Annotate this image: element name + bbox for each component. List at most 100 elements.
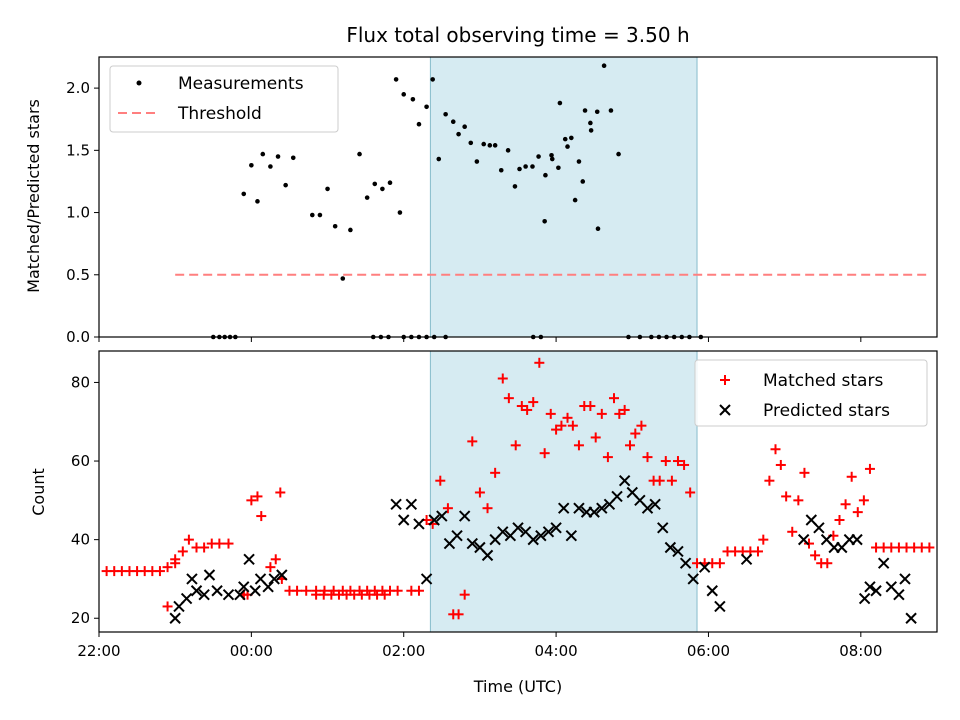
measurement-point bbox=[380, 186, 385, 192]
y-tick-label: 40 bbox=[71, 531, 90, 549]
y-tick-label: 20 bbox=[71, 609, 90, 627]
predicted-star-point bbox=[596, 502, 608, 514]
matched-star-point bbox=[482, 503, 493, 514]
matched-star-point bbox=[619, 404, 630, 415]
matched-star-point bbox=[758, 534, 769, 545]
matched-star-point bbox=[608, 393, 619, 404]
matched-star-point bbox=[714, 558, 725, 569]
x-tick-label: 04:00 bbox=[534, 642, 577, 660]
matched-star-point bbox=[183, 534, 194, 545]
matched-star-point bbox=[840, 499, 851, 510]
predicted-star-point bbox=[649, 498, 661, 510]
predicted-star-point bbox=[851, 533, 863, 546]
measurement-point bbox=[594, 109, 600, 115]
measurement-point bbox=[401, 92, 407, 97]
measurement-point bbox=[679, 334, 685, 340]
predicted-star-point bbox=[698, 561, 711, 573]
predicted-star-point bbox=[413, 518, 425, 530]
predicted-star-point bbox=[864, 581, 876, 593]
predicted-star-point bbox=[243, 553, 255, 566]
matched-star-point bbox=[551, 424, 562, 435]
predicted-star-point bbox=[558, 502, 570, 514]
matched-star-point bbox=[510, 440, 521, 451]
predicted-star-point bbox=[573, 502, 585, 514]
predicted-star-point bbox=[664, 541, 677, 554]
predicted-star-point bbox=[222, 588, 235, 601]
matched-star-point bbox=[311, 585, 322, 596]
measurement-point bbox=[370, 334, 376, 340]
observing-window-band bbox=[429, 56, 698, 338]
measurement-point bbox=[530, 334, 536, 340]
measurement-point bbox=[687, 334, 692, 340]
matched-star-point bbox=[799, 467, 810, 478]
measurement-point bbox=[474, 159, 480, 164]
predicted-star-point bbox=[905, 612, 917, 624]
matched-star-point bbox=[614, 408, 625, 419]
matched-star-point bbox=[590, 432, 601, 443]
y-tick-label: 1.5 bbox=[66, 141, 90, 159]
predicted-star-point bbox=[276, 569, 288, 581]
measurement-point bbox=[424, 104, 429, 110]
measurement-point bbox=[580, 179, 586, 184]
top-panel: 0.0 0.5 1.0 1.5 2.0 Measurements Threshold bbox=[66, 56, 938, 346]
x-tick-label: 22:00 bbox=[77, 642, 120, 660]
predicted-star-point bbox=[679, 557, 692, 569]
measurement-point bbox=[512, 184, 518, 189]
measurement-point bbox=[542, 218, 547, 224]
matched-star-point bbox=[770, 444, 781, 455]
measurement-point bbox=[588, 128, 594, 133]
measurement-point bbox=[538, 334, 544, 340]
predicted-star-point bbox=[262, 581, 274, 593]
matched-star-point bbox=[199, 542, 210, 553]
measurement-point bbox=[595, 226, 601, 232]
matched-star-point bbox=[822, 558, 833, 569]
measurement-point bbox=[410, 97, 416, 102]
measurement-point bbox=[283, 182, 288, 188]
matched-star-point bbox=[834, 514, 845, 525]
matched-star-point bbox=[516, 401, 527, 412]
matched-star-point bbox=[630, 428, 641, 439]
predicted-star-point bbox=[234, 588, 246, 601]
predicted-star-point bbox=[641, 502, 654, 514]
matched-star-point bbox=[162, 562, 173, 573]
top-y-axis-label: Matched/Predicted stars bbox=[24, 99, 43, 293]
predicted-star-point bbox=[190, 585, 203, 597]
matched-star-point bbox=[442, 503, 453, 514]
measurement-point bbox=[569, 135, 574, 141]
predicted-star-point bbox=[390, 498, 402, 510]
predicted-star-point bbox=[238, 581, 250, 593]
measurement-point bbox=[431, 334, 437, 340]
measurement-point bbox=[523, 164, 528, 169]
legend-label-measurements: Measurements bbox=[178, 74, 304, 94]
predicted-star-point bbox=[186, 573, 198, 585]
legend-box bbox=[694, 359, 928, 427]
matched-star-point bbox=[214, 538, 225, 549]
measurement-point bbox=[468, 140, 474, 146]
matched-star-point bbox=[270, 554, 281, 565]
matched-star-point bbox=[764, 475, 775, 486]
predicted-star-point bbox=[672, 545, 684, 558]
matched-star-point bbox=[654, 475, 665, 486]
predicted-star-point bbox=[870, 585, 882, 597]
measurement-point bbox=[664, 334, 669, 340]
matched-star-point bbox=[672, 456, 683, 467]
matched-star-point bbox=[392, 585, 403, 596]
matched-star-point bbox=[539, 448, 550, 459]
matched-star-point bbox=[319, 585, 330, 596]
matched-star-point bbox=[864, 463, 875, 474]
predicted-star-point bbox=[714, 600, 726, 613]
measurement-point bbox=[233, 334, 238, 340]
measurement-point bbox=[671, 334, 677, 340]
y-tick-label: 1.0 bbox=[66, 204, 90, 222]
measurement-point bbox=[536, 154, 541, 159]
measurement-point bbox=[386, 334, 391, 340]
predicted-star-point bbox=[657, 522, 669, 534]
predicted-star-point bbox=[797, 533, 810, 546]
matched-star-point bbox=[435, 475, 446, 486]
measurement-point bbox=[348, 227, 353, 233]
predicted-star-point bbox=[451, 530, 463, 542]
matched-star-point bbox=[301, 585, 312, 596]
matched-star-point bbox=[256, 511, 267, 522]
x-tick-label: 08:00 bbox=[839, 642, 882, 660]
predicted-star-point bbox=[899, 573, 911, 585]
